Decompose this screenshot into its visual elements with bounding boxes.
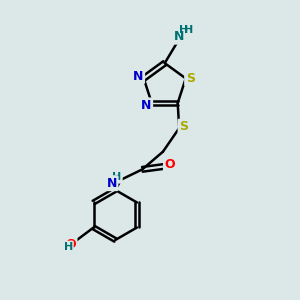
Text: O: O xyxy=(164,158,175,171)
Text: H: H xyxy=(64,242,73,252)
Text: S: S xyxy=(179,120,188,133)
Text: S: S xyxy=(186,72,195,85)
Text: N: N xyxy=(106,177,117,190)
Text: N: N xyxy=(174,30,184,43)
Text: N: N xyxy=(133,70,144,83)
Text: H: H xyxy=(184,25,194,35)
Text: O: O xyxy=(65,238,76,251)
Text: H: H xyxy=(179,25,189,35)
Text: N: N xyxy=(141,99,152,112)
Text: H: H xyxy=(112,172,122,182)
